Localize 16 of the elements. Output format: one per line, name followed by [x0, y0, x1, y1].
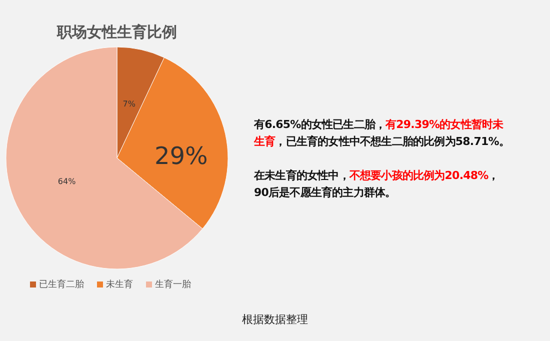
data-label: 7%: [122, 99, 136, 108]
text: 有29.39%的女性暂时未: [384, 118, 505, 131]
text: 有6.65%的女性已生二胎，: [253, 118, 386, 131]
legend-label: 未生育: [106, 279, 133, 290]
text: 根据数据整理: [242, 313, 308, 326]
chart-title: 职场女性生育比例: [56, 23, 177, 41]
text: 生育: [253, 135, 276, 148]
text: 不想要小孩的比例为20.48%: [348, 169, 489, 182]
legend-label: 已生育二胎: [39, 279, 84, 290]
data-label: 29%: [154, 142, 208, 170]
data-label: 64%: [58, 177, 76, 186]
legend-label: 生育一胎: [155, 279, 191, 290]
text: ，: [488, 169, 499, 182]
text: 在未生育的女性中，: [253, 169, 350, 182]
text: ，已生育的女性中不想生二胎的比例为58.71%。: [275, 135, 510, 148]
text: 90后是不愿生育的主力群体。: [254, 186, 396, 199]
